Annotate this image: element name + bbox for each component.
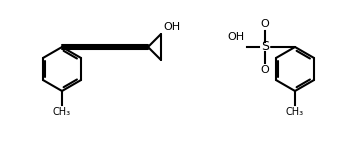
Text: CH₃: CH₃	[286, 107, 304, 117]
Text: S: S	[261, 40, 269, 53]
Text: CH₃: CH₃	[53, 107, 71, 117]
Text: OH: OH	[228, 32, 245, 42]
Text: OH: OH	[163, 22, 180, 32]
Text: O: O	[261, 19, 269, 29]
Text: O: O	[261, 65, 269, 75]
